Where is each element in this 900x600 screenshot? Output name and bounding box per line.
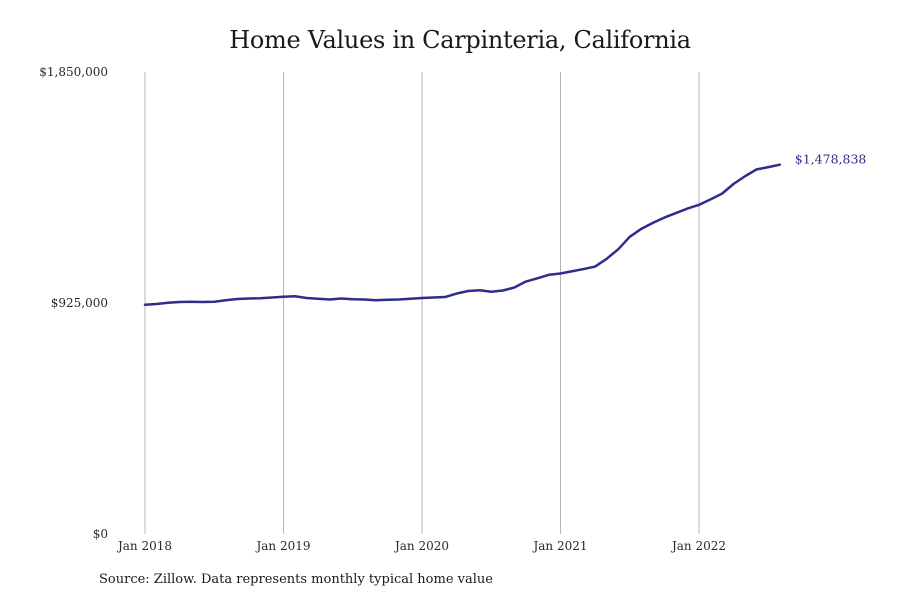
data-labels: $1,478,838: [795, 152, 867, 167]
y-tick-label: $925,000: [51, 296, 108, 310]
x-tick-label: Jan 2022: [670, 539, 726, 553]
source-note: Source: Zillow. Data represents monthly …: [99, 572, 493, 587]
series-line: [143, 163, 782, 306]
y-tick-label: $1,850,000: [39, 65, 108, 79]
x-tick-label: Jan 2019: [254, 539, 310, 553]
x-tick-label: Jan 2018: [116, 539, 172, 553]
y-axis-ticks: $0 $925,000 $1,850,000: [39, 65, 108, 541]
x-axis-ticks: Jan 2018 Jan 2019 Jan 2020 Jan 2021 Jan 2022: [116, 539, 726, 553]
chart-title: Home Values in Carpinteria, California: [229, 26, 691, 54]
gridlines: [144, 72, 700, 534]
y-tick-label: $0: [93, 527, 108, 541]
x-tick-label: Jan 2020: [393, 539, 449, 553]
series-layer: [143, 163, 782, 306]
end-value-label: $1,478,838: [795, 152, 867, 167]
x-tick-label: Jan 2021: [531, 539, 587, 553]
